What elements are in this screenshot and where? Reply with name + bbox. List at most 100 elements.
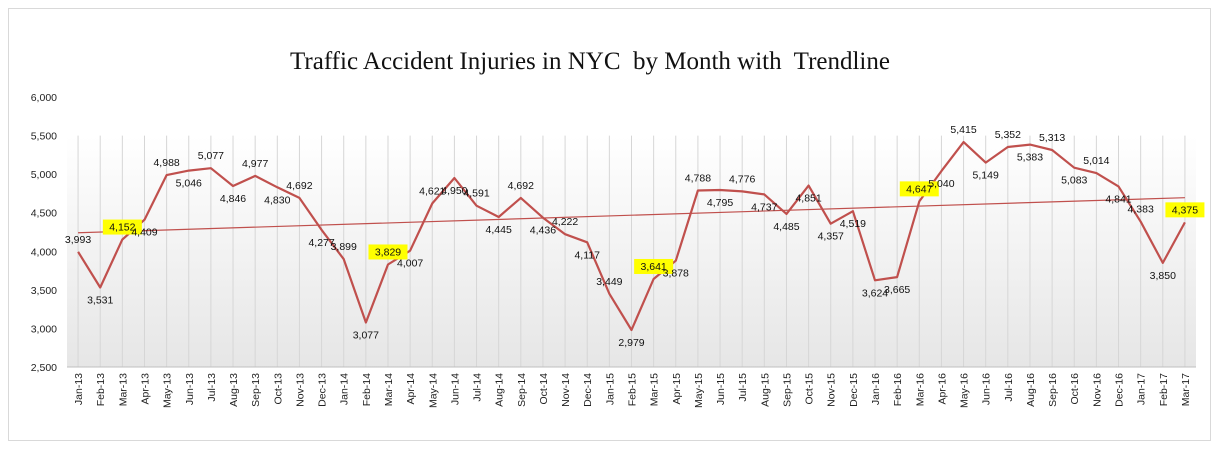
x-tick-label: Jul-14 — [472, 373, 484, 402]
data-label: 4,830 — [264, 194, 290, 206]
x-tick-label: Mar-15 — [649, 373, 661, 406]
x-tick-label: Apr-16 — [936, 373, 948, 405]
data-label: 5,352 — [995, 129, 1021, 141]
x-tick-label: Nov-16 — [1091, 373, 1103, 407]
x-tick-label: Sep-13 — [250, 373, 262, 407]
data-label: 4,851 — [795, 193, 821, 205]
x-tick-label: Apr-15 — [671, 373, 683, 405]
data-label: 4,445 — [486, 224, 512, 236]
data-label: 3,449 — [596, 276, 622, 288]
data-label: 5,046 — [176, 178, 202, 190]
data-label: 4,977 — [242, 158, 268, 170]
data-label: 4,591 — [463, 188, 489, 200]
y-tick-label: 2,500 — [31, 362, 57, 374]
x-tick-label: Sep-14 — [516, 373, 528, 407]
data-label: 5,415 — [950, 124, 976, 136]
x-tick-label: Jun-16 — [981, 373, 993, 405]
data-label: 3,624 — [862, 287, 888, 299]
data-label: 4,776 — [729, 173, 755, 185]
chart-title: Traffic Accident Injuries in NYC by Mont… — [290, 48, 890, 75]
x-tick-label: Jan-17 — [1136, 373, 1148, 405]
x-tick-label: May-14 — [427, 373, 439, 408]
data-label: 4,950 — [441, 185, 467, 197]
data-label-highlight — [634, 258, 674, 274]
data-label: 4,152 — [109, 222, 135, 234]
data-label: 4,007 — [397, 258, 423, 270]
data-label: 4,375 — [1172, 204, 1198, 216]
x-tick-label: Nov-13 — [294, 373, 306, 407]
x-tick-label: Aug-13 — [228, 373, 240, 407]
data-label-highlight — [1165, 202, 1205, 218]
data-label: 3,850 — [1150, 270, 1176, 282]
x-tick-label: Aug-14 — [494, 373, 506, 407]
y-tick-label: 4,500 — [31, 208, 57, 220]
data-label: 4,841 — [1105, 193, 1131, 205]
x-tick-label: Dec-13 — [317, 373, 329, 407]
data-label: 4,409 — [131, 227, 157, 239]
x-tick-label: Apr-14 — [405, 373, 417, 405]
x-tick-label: Dec-14 — [582, 373, 594, 407]
x-tick-label: Dec-15 — [848, 373, 860, 407]
x-tick-label: Nov-15 — [826, 373, 838, 407]
data-label-highlight — [102, 219, 142, 235]
x-tick-label: Jul-13 — [206, 373, 218, 402]
data-label: 4,795 — [707, 197, 733, 209]
x-tick-label: Jun-15 — [715, 373, 727, 405]
x-tick-label: Nov-14 — [560, 373, 572, 407]
x-tick-label: Oct-14 — [538, 373, 550, 405]
data-label: 3,641 — [640, 261, 666, 273]
data-label: 4,692 — [286, 180, 312, 192]
x-tick-label: Oct-16 — [1069, 373, 1081, 405]
y-tick-label: 3,000 — [31, 323, 57, 335]
x-tick-label: Apr-13 — [139, 373, 151, 405]
x-tick-label: Jun-13 — [184, 373, 196, 405]
data-label: 4,647 — [906, 183, 932, 195]
data-label: 5,083 — [1061, 175, 1087, 187]
data-label: 5,149 — [973, 170, 999, 182]
x-tick-label: Jul-16 — [1003, 373, 1015, 402]
data-label: 3,878 — [663, 268, 689, 280]
data-label: 4,519 — [840, 218, 866, 230]
x-tick-label: Oct-13 — [272, 373, 284, 405]
data-label: 4,277 — [308, 237, 334, 249]
data-label: 3,077 — [353, 329, 379, 341]
x-tick-label: Jun-14 — [449, 373, 461, 405]
x-tick-label: Sep-15 — [781, 373, 793, 407]
x-tick-label: Jan-13 — [73, 373, 85, 405]
y-tick-label: 4,000 — [31, 246, 57, 258]
data-label: 3,665 — [884, 284, 910, 296]
data-label: 5,313 — [1039, 132, 1065, 144]
y-tick-label: 5,000 — [31, 169, 57, 181]
data-label: 4,436 — [530, 225, 556, 237]
data-label: 5,040 — [928, 178, 954, 190]
x-tick-label: May-15 — [693, 373, 705, 408]
x-tick-label: Feb-13 — [95, 373, 107, 406]
series-line — [77, 141, 1186, 332]
data-label: 5,014 — [1083, 155, 1109, 167]
data-label: 3,531 — [87, 294, 113, 306]
x-tick-label: Mar-14 — [383, 373, 395, 406]
data-label: 4,988 — [153, 157, 179, 169]
data-label: 5,077 — [198, 150, 224, 162]
x-tick-label: Feb-16 — [892, 373, 904, 406]
x-tick-label: Aug-16 — [1025, 373, 1037, 407]
data-label: 4,692 — [508, 180, 534, 192]
x-tick-label: Jan-15 — [604, 373, 616, 405]
x-tick-label: Mar-17 — [1180, 373, 1192, 406]
data-label: 4,846 — [220, 193, 246, 205]
x-tick-label: May-16 — [959, 373, 971, 408]
y-tick-label: 3,500 — [31, 285, 57, 297]
data-label: 3,899 — [331, 241, 357, 253]
data-label-highlight — [899, 181, 939, 197]
data-label: 3,829 — [375, 246, 401, 258]
x-tick-label: Jan-16 — [870, 373, 882, 405]
data-label: 2,979 — [618, 337, 644, 349]
data-label: 5,383 — [1017, 152, 1043, 164]
x-tick-label: Jan-14 — [339, 373, 351, 405]
data-label: 3,993 — [65, 234, 91, 246]
trendline — [78, 197, 1185, 234]
data-label: 4,485 — [773, 221, 799, 233]
y-tick-label: 5,500 — [31, 131, 57, 143]
x-tick-label: Mar-16 — [914, 373, 926, 406]
